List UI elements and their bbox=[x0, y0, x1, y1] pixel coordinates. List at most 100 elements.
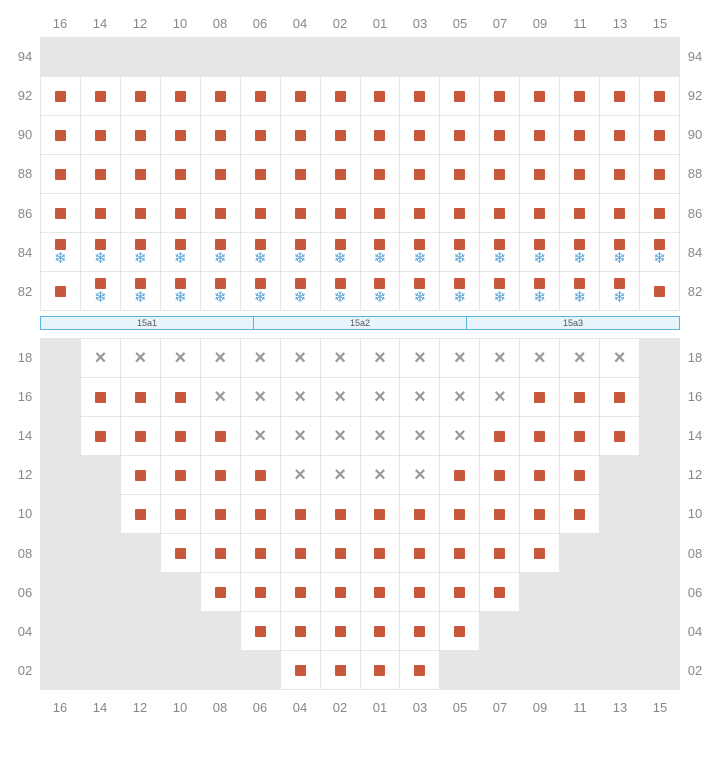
seat-available[interactable] bbox=[361, 77, 400, 115]
seat-available[interactable] bbox=[400, 194, 439, 232]
seat-unavailable[interactable]: × bbox=[161, 339, 200, 377]
seat-available[interactable] bbox=[560, 116, 599, 154]
seat-available[interactable] bbox=[600, 116, 639, 154]
seat-unavailable[interactable]: × bbox=[440, 378, 479, 416]
seat-available[interactable] bbox=[121, 77, 160, 115]
seat-available[interactable] bbox=[41, 116, 80, 154]
seat-available[interactable] bbox=[560, 378, 599, 416]
seat-available[interactable] bbox=[480, 116, 519, 154]
seat-available[interactable] bbox=[400, 612, 439, 650]
seat-available-cold[interactable]: ❄ bbox=[560, 272, 599, 310]
seat-available[interactable] bbox=[520, 417, 559, 455]
seat-available[interactable] bbox=[161, 194, 200, 232]
seat-available[interactable] bbox=[201, 155, 240, 193]
seat-unavailable[interactable]: × bbox=[400, 417, 439, 455]
seat-available[interactable] bbox=[161, 456, 200, 494]
seat-unavailable[interactable]: × bbox=[400, 378, 439, 416]
seat-available[interactable] bbox=[321, 573, 360, 611]
seat-available[interactable] bbox=[41, 77, 80, 115]
seat-available[interactable] bbox=[400, 155, 439, 193]
seat-available[interactable] bbox=[281, 495, 320, 533]
seat-available[interactable] bbox=[161, 378, 200, 416]
seat-available-cold[interactable]: ❄ bbox=[400, 272, 439, 310]
seat-unavailable[interactable]: × bbox=[121, 339, 160, 377]
seat-available[interactable] bbox=[361, 495, 400, 533]
seat-available[interactable] bbox=[361, 534, 400, 572]
seat-available[interactable] bbox=[81, 194, 120, 232]
seat-available-cold[interactable]: ❄ bbox=[440, 233, 479, 271]
seat-available[interactable] bbox=[520, 194, 559, 232]
seat-available[interactable] bbox=[121, 378, 160, 416]
seat-available[interactable] bbox=[161, 155, 200, 193]
seat-available-cold[interactable]: ❄ bbox=[600, 233, 639, 271]
seat-available[interactable] bbox=[400, 534, 439, 572]
seat-available[interactable] bbox=[440, 612, 479, 650]
seat-available[interactable] bbox=[41, 155, 80, 193]
seat-available[interactable] bbox=[161, 77, 200, 115]
seat-unavailable[interactable]: × bbox=[361, 339, 400, 377]
seat-available[interactable] bbox=[201, 534, 240, 572]
seat-available[interactable] bbox=[640, 116, 679, 154]
seat-available[interactable] bbox=[640, 155, 679, 193]
seat-available-cold[interactable]: ❄ bbox=[121, 233, 160, 271]
seat-available[interactable] bbox=[241, 495, 280, 533]
seat-available[interactable] bbox=[600, 378, 639, 416]
seat-available[interactable] bbox=[81, 155, 120, 193]
seat-available[interactable] bbox=[440, 194, 479, 232]
seat-available[interactable] bbox=[400, 495, 439, 533]
seat-available[interactable] bbox=[321, 116, 360, 154]
seat-available-cold[interactable]: ❄ bbox=[201, 272, 240, 310]
seat-available[interactable] bbox=[361, 651, 400, 689]
seat-unavailable[interactable]: × bbox=[201, 339, 240, 377]
seat-available[interactable] bbox=[440, 456, 479, 494]
seat-available-cold[interactable]: ❄ bbox=[201, 233, 240, 271]
seat-unavailable[interactable]: × bbox=[520, 339, 559, 377]
seat-available[interactable] bbox=[480, 194, 519, 232]
seat-available[interactable] bbox=[520, 155, 559, 193]
seat-available[interactable] bbox=[121, 495, 160, 533]
seat-unavailable[interactable]: × bbox=[281, 417, 320, 455]
seat-available[interactable] bbox=[121, 456, 160, 494]
seat-available-cold[interactable]: ❄ bbox=[560, 233, 599, 271]
seat-available[interactable] bbox=[640, 194, 679, 232]
seat-unavailable[interactable]: × bbox=[201, 378, 240, 416]
seat-unavailable[interactable]: × bbox=[321, 378, 360, 416]
seat-available[interactable] bbox=[281, 116, 320, 154]
seat-available-cold[interactable]: ❄ bbox=[241, 233, 280, 271]
seat-available-cold[interactable]: ❄ bbox=[81, 233, 120, 271]
seat-available[interactable] bbox=[520, 77, 559, 115]
seat-available[interactable] bbox=[241, 77, 280, 115]
seat-available[interactable] bbox=[321, 495, 360, 533]
seat-available[interactable] bbox=[161, 534, 200, 572]
seat-available[interactable] bbox=[281, 77, 320, 115]
seat-unavailable[interactable]: × bbox=[281, 378, 320, 416]
section-label[interactable]: 15a1 bbox=[40, 316, 254, 330]
seat-available-cold[interactable]: ❄ bbox=[321, 272, 360, 310]
seat-available[interactable] bbox=[321, 612, 360, 650]
seat-available-cold[interactable]: ❄ bbox=[480, 233, 519, 271]
seat-available[interactable] bbox=[201, 77, 240, 115]
seat-available[interactable] bbox=[321, 651, 360, 689]
seat-available[interactable] bbox=[560, 77, 599, 115]
seat-available[interactable] bbox=[281, 194, 320, 232]
seat-available[interactable] bbox=[440, 534, 479, 572]
seat-available[interactable] bbox=[440, 495, 479, 533]
seat-available[interactable] bbox=[480, 573, 519, 611]
seat-available[interactable] bbox=[321, 194, 360, 232]
seat-available[interactable] bbox=[400, 77, 439, 115]
seat-available[interactable] bbox=[400, 116, 439, 154]
seat-available[interactable] bbox=[121, 155, 160, 193]
seat-available-cold[interactable]: ❄ bbox=[321, 233, 360, 271]
seat-available[interactable] bbox=[480, 456, 519, 494]
seat-available-cold[interactable]: ❄ bbox=[400, 233, 439, 271]
seat-available[interactable] bbox=[600, 194, 639, 232]
seat-available[interactable] bbox=[81, 417, 120, 455]
seat-available[interactable] bbox=[520, 378, 559, 416]
seat-unavailable[interactable]: × bbox=[81, 339, 120, 377]
seat-available[interactable] bbox=[161, 116, 200, 154]
seat-available[interactable] bbox=[241, 155, 280, 193]
seat-unavailable[interactable]: × bbox=[361, 378, 400, 416]
seat-available[interactable] bbox=[201, 417, 240, 455]
seat-available[interactable] bbox=[321, 77, 360, 115]
seat-unavailable[interactable]: × bbox=[400, 339, 439, 377]
